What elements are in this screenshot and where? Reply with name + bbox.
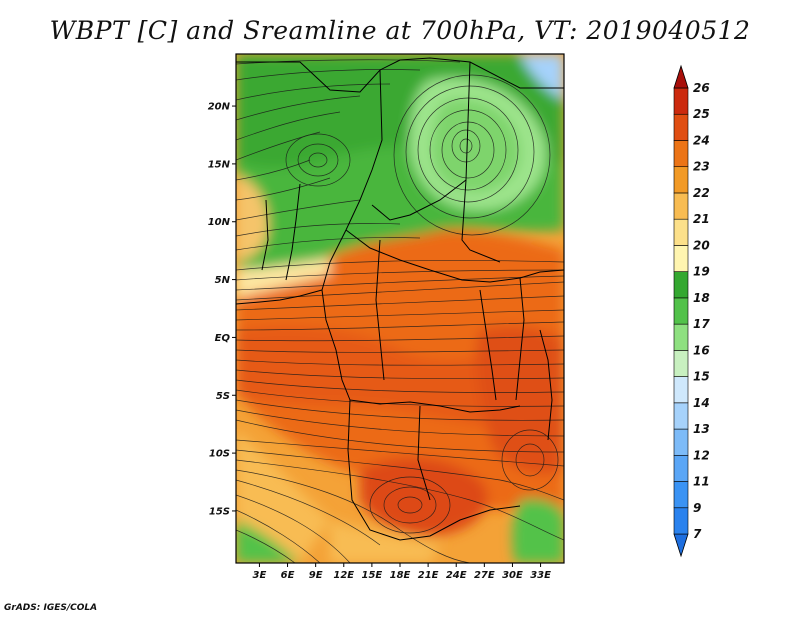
colorbar-label: 25: [693, 107, 710, 121]
country-borders: [236, 57, 564, 541]
lat-label: 10N: [208, 217, 231, 228]
colorbar-segment: [673, 376, 689, 404]
lat-label: 5S: [216, 391, 230, 402]
colorbar-segment: [673, 297, 689, 325]
colorbar-label: 7: [693, 527, 702, 541]
colorbar-segment: [673, 87, 689, 115]
colorbar-label: 11: [693, 475, 710, 489]
lon-label: 18E: [390, 570, 411, 581]
colorbar-segment: [673, 166, 689, 194]
colorbar-label: 12: [693, 448, 710, 462]
lat-label: EQ: [215, 333, 231, 344]
colorbar-label: 13: [693, 422, 710, 436]
lat-label: 10S: [209, 449, 230, 460]
colorbar-segment: [673, 481, 689, 509]
colorbar-label: 20: [693, 238, 710, 252]
grads-credit: GrADS: IGES/COLA: [4, 603, 98, 613]
lon-label: 9E: [309, 570, 323, 581]
colorbar-label: 16: [693, 343, 710, 357]
lon-label: 21E: [418, 570, 439, 581]
lon-label: 30E: [502, 570, 523, 581]
lat-label: 15N: [208, 159, 231, 170]
lon-label: 12E: [333, 570, 354, 581]
colorbar-segment: [673, 113, 689, 141]
streamlines: [236, 59, 564, 563]
colorbar-label: 24: [693, 133, 710, 147]
colorbar-segment: [673, 245, 689, 272]
colorbar-label: 21: [693, 212, 710, 226]
colorbar-segment: [673, 140, 689, 168]
colorbar-segment: [673, 507, 689, 535]
colorbar: 7 9 11 12 13 14 15 16 17 18 19 20 21 22 23 24 25 26: [673, 64, 710, 558]
wbpt-field: [236, 54, 564, 563]
lon-label: 15E: [362, 570, 383, 581]
latitude-axis: 20N 15N 10N 5N EQ 5S 10S 15S: [208, 102, 236, 517]
colorbar-segment: [673, 454, 689, 482]
lat-label: 5N: [215, 275, 231, 286]
colorbar-segment: [673, 350, 689, 377]
lon-label: 27E: [474, 570, 495, 581]
colorbar-segment: [673, 218, 689, 246]
colorbar-bottom-arrow: [673, 533, 689, 558]
colorbar-label: 23: [693, 160, 710, 174]
lon-label: 24E: [446, 570, 467, 581]
lat-label: 15S: [209, 506, 230, 517]
colorbar-label: 17: [693, 317, 710, 331]
lon-label: 6E: [281, 570, 295, 581]
longitude-axis: 3E 6E 9E 12E 15E 18E 21E 24E 27E 30E 33E: [253, 563, 551, 581]
colorbar-segment: [673, 323, 689, 351]
colorbar-label: 18: [693, 291, 710, 305]
colorbar-label: 22: [693, 186, 710, 200]
colorbar-segment: [673, 428, 689, 456]
chart-title: WBPT [C] and Sreamline at 700hPa, VT: 20…: [49, 16, 751, 45]
lon-label: 33E: [530, 570, 551, 581]
colorbar-segment: [673, 271, 689, 299]
colorbar-segment: [673, 402, 689, 430]
colorbar-label: 9: [693, 501, 701, 515]
lon-label: 3E: [253, 570, 267, 581]
colorbar-label: 19: [693, 265, 710, 279]
lat-label: 20N: [208, 102, 231, 113]
colorbar-label: 26: [693, 81, 710, 95]
colorbar-top-arrow: [673, 64, 689, 89]
colorbar-segment: [673, 192, 689, 220]
colorbar-label: 14: [693, 396, 710, 410]
colorbar-label: 15: [693, 370, 710, 384]
